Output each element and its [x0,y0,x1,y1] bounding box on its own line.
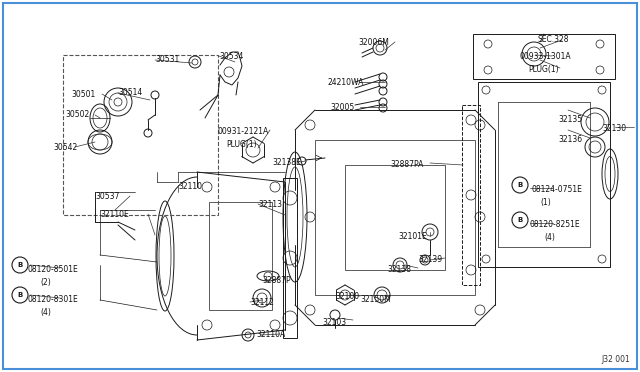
Text: (4): (4) [40,308,51,317]
Text: 08120-8501E: 08120-8501E [28,265,79,274]
Text: 00933-1301A: 00933-1301A [520,52,572,61]
Text: 32110: 32110 [178,182,202,191]
Text: B: B [17,292,22,298]
Text: 30534: 30534 [219,52,243,61]
Text: (1): (1) [540,198,551,207]
Text: 32135: 32135 [558,115,582,124]
Text: 32110A: 32110A [256,330,285,339]
Text: 32110E: 32110E [100,210,129,219]
Text: 30537: 30537 [95,192,120,201]
Text: 32103: 32103 [322,318,346,327]
Text: 30531: 30531 [155,55,179,64]
Text: 32113: 32113 [258,200,282,209]
Text: B: B [517,217,523,223]
Bar [462,105,480,285]
Text: PLUG(1): PLUG(1) [528,65,559,74]
Text: (2): (2) [40,278,51,287]
Text: 32101E: 32101E [398,232,427,241]
Text: 32100: 32100 [335,292,359,301]
Text: 32130: 32130 [602,124,626,133]
Bar [63,55,218,215]
Bar [209,202,272,310]
Text: (4): (4) [544,233,555,242]
Bar [345,165,445,270]
Bar [315,140,475,295]
Text: 32112: 32112 [250,298,274,307]
Text: B: B [17,262,22,268]
Text: 32138E: 32138E [272,158,301,167]
Text: SEC.328: SEC.328 [538,35,570,44]
Text: B: B [517,182,523,188]
Text: 30542: 30542 [53,143,77,152]
Text: 32136: 32136 [558,135,582,144]
Text: 30514: 30514 [118,88,142,97]
Text: 32887P: 32887P [262,276,291,285]
Bar [283,178,297,338]
Text: 08120-8301E: 08120-8301E [28,295,79,304]
Text: 32887PA: 32887PA [390,160,424,169]
Text: 32139: 32139 [418,255,442,264]
Text: 08120-8251E: 08120-8251E [530,220,580,229]
Text: 30502: 30502 [65,110,89,119]
Text: 30501: 30501 [71,90,95,99]
Text: 08124-0751E: 08124-0751E [532,185,583,194]
Text: 32138: 32138 [387,265,411,274]
Text: PLUG(1): PLUG(1) [226,140,257,149]
Bar [473,34,615,79]
Bar [478,82,610,267]
Text: J32 001: J32 001 [601,355,630,364]
Text: 32150M: 32150M [360,295,391,304]
Text: 32005: 32005 [330,103,355,112]
Text: 00931-2121A: 00931-2121A [218,127,269,136]
Text: 32006M: 32006M [358,38,389,47]
Text: 24210WA: 24210WA [328,78,364,87]
